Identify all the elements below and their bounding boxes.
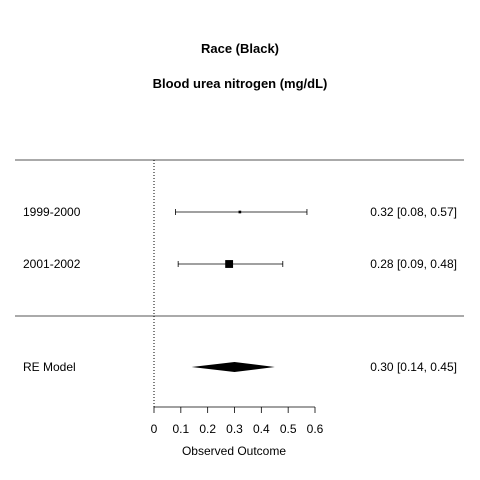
x-tick-label: 0.2 <box>199 422 216 436</box>
study-rows: 1999-2000 0.32 [0.08, 0.57] 2001-2002 0.28 … <box>23 205 457 271</box>
estimate-text: 0.32 [0.08, 0.57] <box>370 205 457 219</box>
study-label: 1999-2000 <box>23 205 81 219</box>
study-label: 2001-2002 <box>23 257 81 271</box>
summary-label: RE Model <box>23 360 76 374</box>
summary-row: RE Model 0.30 [0.14, 0.45] <box>23 360 457 374</box>
estimate-text: 0.28 [0.09, 0.48] <box>370 257 457 271</box>
x-tick-label: 0.1 <box>172 422 189 436</box>
x-tick-label: 0.6 <box>307 422 324 436</box>
x-tick-label: 0 <box>151 422 158 436</box>
chart-subtitle: Blood urea nitrogen (mg/dL) <box>153 76 328 91</box>
summary-estimate-text: 0.30 [0.14, 0.45] <box>370 360 457 374</box>
summary-diamond <box>191 362 275 372</box>
x-axis: 0 0.1 0.2 0.3 0.4 0.5 0.6 <box>151 406 324 436</box>
point-estimate <box>225 260 234 268</box>
x-tick-label: 0.5 <box>280 422 297 436</box>
x-axis-label: Observed Outcome <box>182 444 286 458</box>
point-estimate <box>238 210 242 214</box>
chart-title: Race (Black) <box>201 41 279 56</box>
x-tick-label: 0.4 <box>253 422 270 436</box>
x-tick-label: 0.3 <box>226 422 243 436</box>
